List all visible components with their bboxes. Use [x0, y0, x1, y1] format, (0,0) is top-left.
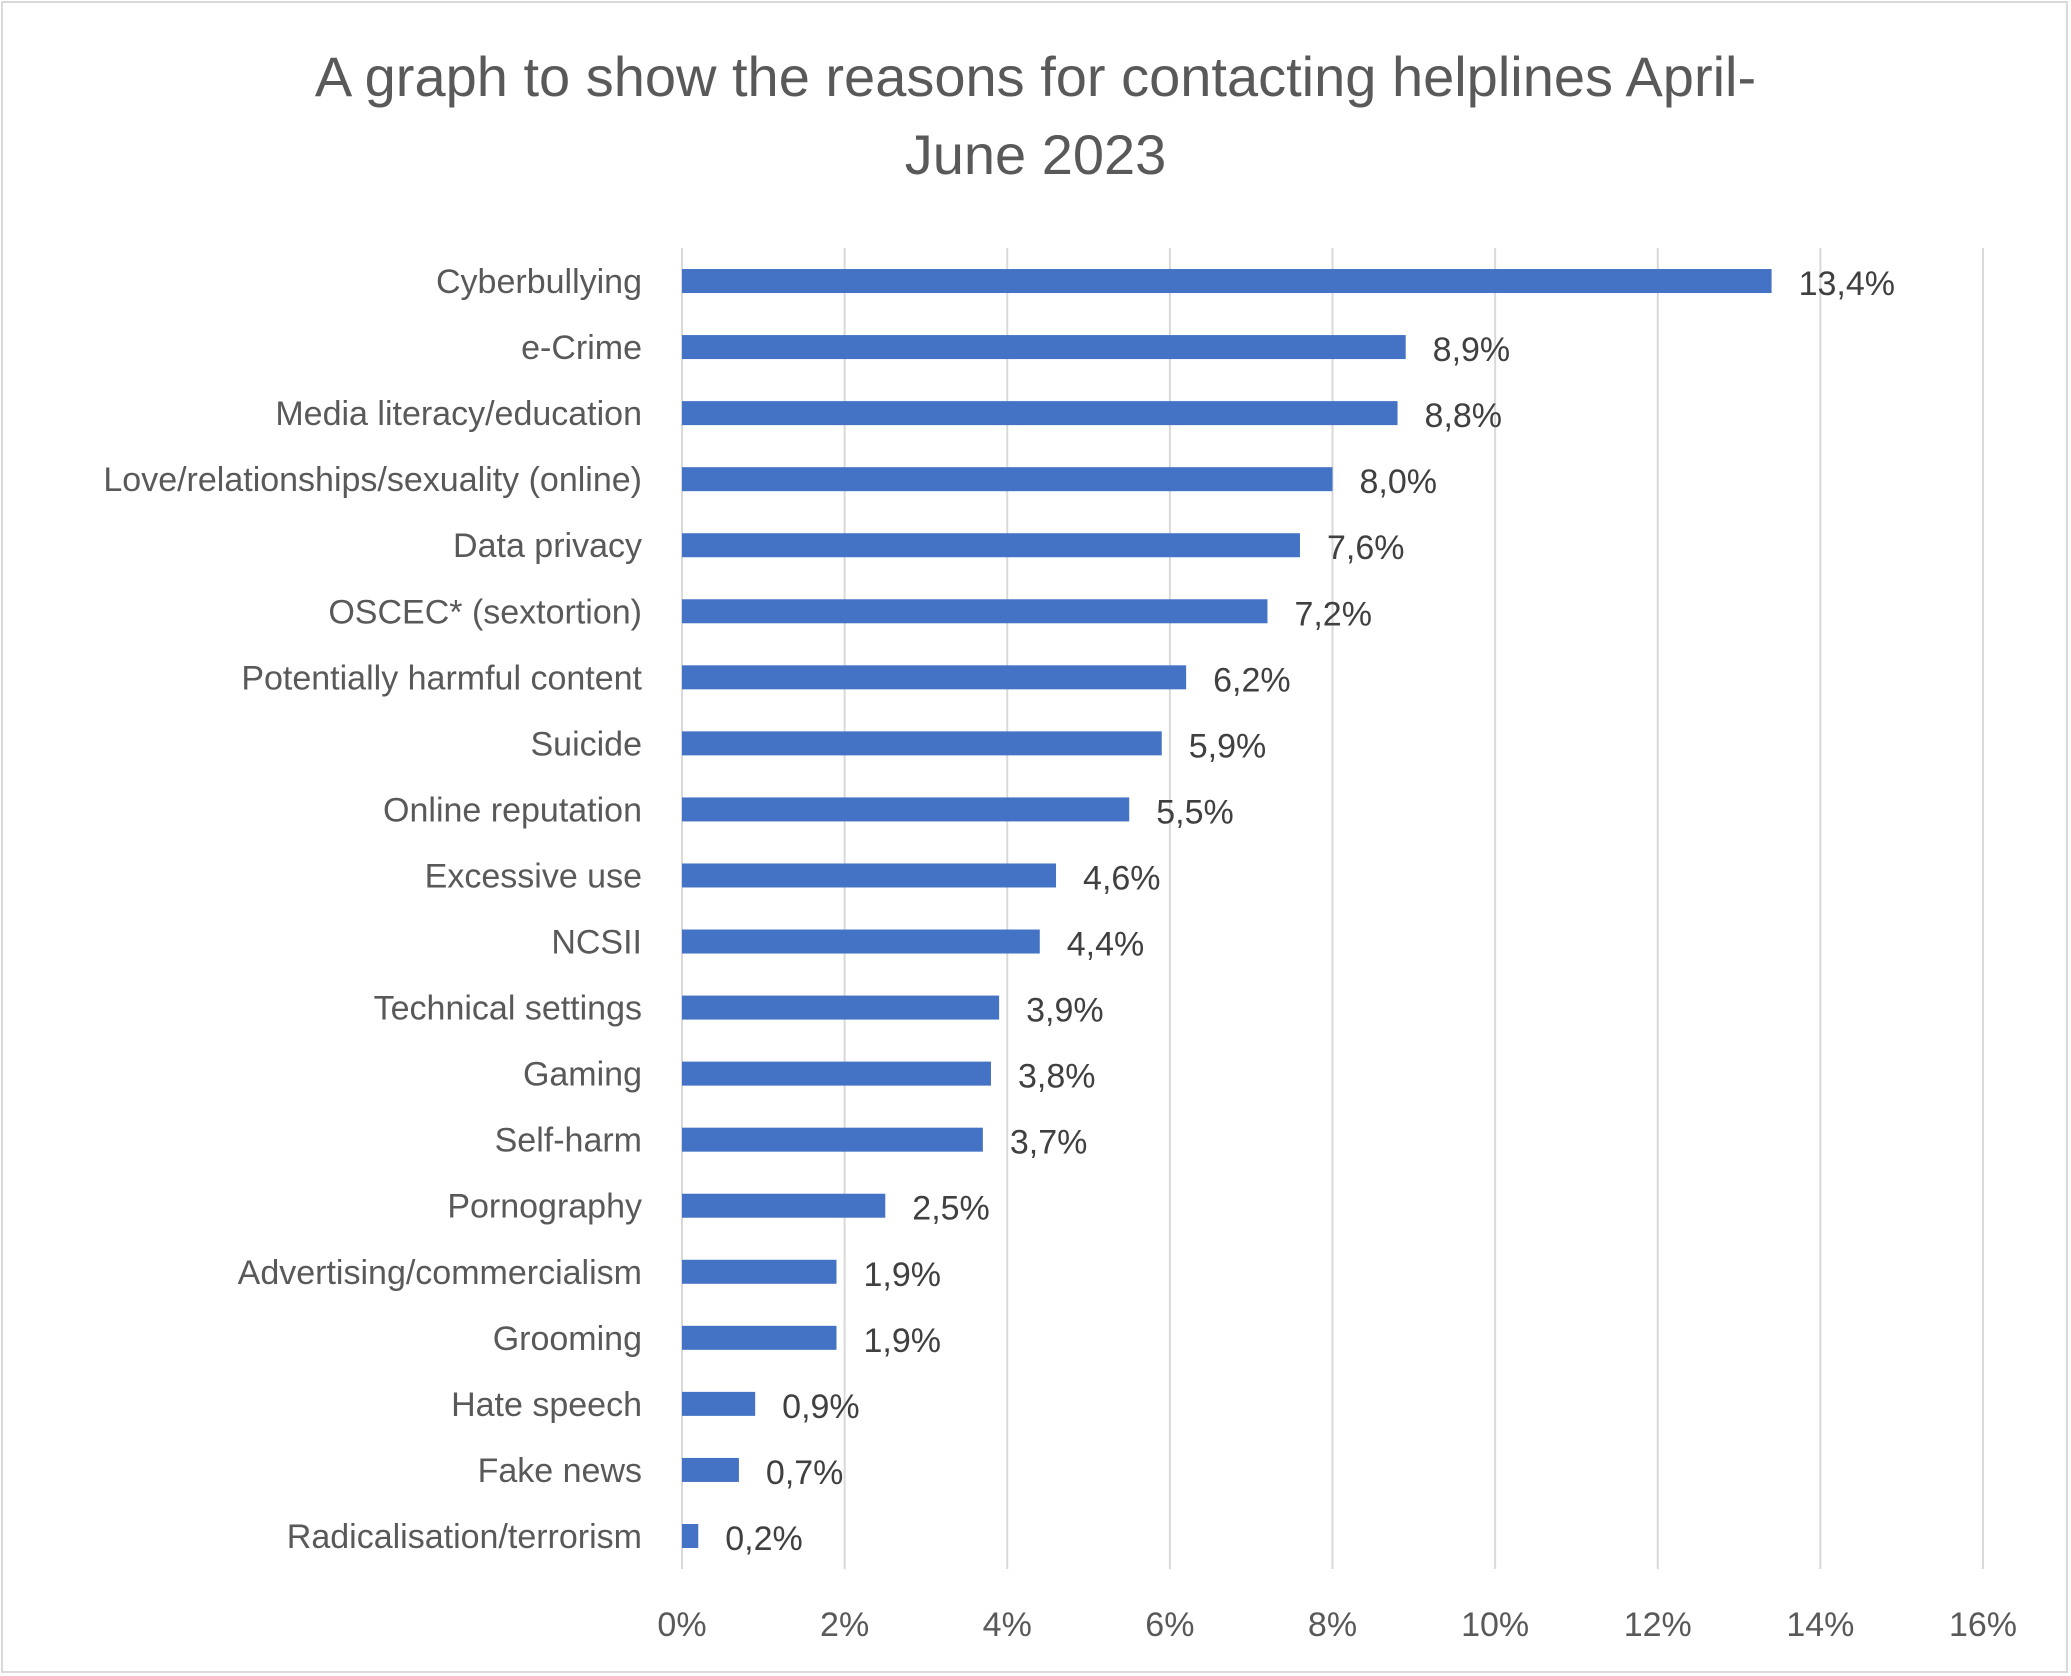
bar	[682, 533, 1300, 558]
chart-title-line-2: June 2023	[904, 123, 1167, 186]
value-label: 0,7%	[766, 1454, 844, 1492]
bar	[682, 401, 1398, 426]
x-tick-label: 16%	[1949, 1606, 2017, 1644]
category-label: Gaming	[523, 1056, 642, 1094]
value-label: 0,2%	[725, 1520, 803, 1558]
category-label: Pornography	[447, 1188, 642, 1226]
category-labels: Cyberbullying e-Crime Media literacy/educa…	[103, 263, 642, 1556]
category-label: NCSII	[551, 924, 642, 962]
bar	[682, 797, 1130, 822]
category-label: Self-harm	[495, 1122, 642, 1160]
chart-title: A graph to show the reasons for contacti…	[0, 38, 2071, 194]
bar	[682, 1325, 837, 1350]
value-label: 4,4%	[1067, 926, 1145, 964]
category-label: Grooming	[493, 1320, 642, 1358]
category-label: Cyberbullying	[436, 263, 642, 301]
bar	[682, 335, 1406, 360]
x-tick-label: 2%	[820, 1606, 869, 1644]
bar	[682, 995, 1000, 1020]
category-label: Data privacy	[453, 527, 642, 565]
bar	[682, 1457, 739, 1482]
bar	[682, 731, 1162, 756]
value-labels: 13,4% 8,9% 8,8% 8,0% 7,6% 7,2%6,2% 5,9% 5,5% 4,6…	[725, 265, 1895, 1558]
value-label: 2,5%	[912, 1190, 990, 1228]
bars	[682, 269, 1772, 1548]
value-label: 5,5%	[1156, 793, 1234, 831]
bar	[682, 1259, 837, 1284]
category-label: OSCEC* (sextortion)	[328, 593, 642, 631]
bar	[682, 1193, 886, 1218]
category-label: Fake news	[478, 1452, 642, 1490]
bar	[682, 1523, 699, 1548]
category-label: Advertising/commercialism	[238, 1254, 642, 1292]
bar	[682, 1061, 991, 1086]
bar	[682, 269, 1772, 294]
value-label: 7,6%	[1327, 529, 1405, 567]
bar	[682, 665, 1187, 690]
value-label: 3,7%	[1010, 1124, 1087, 1162]
category-label: Technical settings	[374, 990, 642, 1028]
category-label: Excessive use	[425, 857, 642, 895]
category-label: Suicide	[530, 725, 642, 763]
x-tick-label: 0%	[657, 1606, 706, 1644]
value-label: 3,8%	[1018, 1058, 1096, 1096]
value-label: 6,2%	[1213, 661, 1291, 699]
category-label: Radicalisation/terrorism	[287, 1518, 642, 1556]
value-label: 1,9%	[863, 1256, 941, 1294]
value-label: 5,9%	[1189, 727, 1267, 765]
bar	[682, 863, 1057, 888]
x-tick-label: 8%	[1308, 1606, 1357, 1644]
value-label: 1,9%	[863, 1322, 941, 1360]
gridlines	[681, 248, 1984, 1569]
value-label: 8,0%	[1360, 463, 1438, 501]
x-tick-label: 10%	[1461, 1606, 1529, 1644]
value-label: 7,2%	[1294, 595, 1372, 633]
bar	[682, 1127, 983, 1152]
category-label: Media literacy/education	[275, 395, 642, 433]
category-label: Potentially harmful content	[241, 659, 642, 697]
category-label: Love/relationships/sexuality (online)	[103, 461, 642, 499]
bar	[682, 1391, 756, 1416]
x-tick-label: 4%	[983, 1606, 1032, 1644]
value-label: 4,6%	[1083, 859, 1161, 897]
chart-title-line-1: A graph to show the reasons for contacti…	[314, 45, 1757, 108]
bar	[682, 599, 1268, 624]
value-label: 3,9%	[1026, 992, 1104, 1030]
value-label: 13,4%	[1799, 265, 1895, 303]
category-label: Online reputation	[383, 791, 642, 829]
value-label: 0,9%	[782, 1388, 860, 1426]
x-tick-label: 14%	[1786, 1606, 1854, 1644]
value-label: 8,8%	[1425, 397, 1503, 435]
value-label: 8,9%	[1433, 331, 1511, 369]
x-tick-label: 6%	[1145, 1606, 1194, 1644]
x-axis-tick-labels: 0% 2% 4% 6% 8% 10% 12% 14% 16%	[657, 1606, 2017, 1644]
x-tick-label: 12%	[1624, 1606, 1692, 1644]
category-label: Hate speech	[451, 1386, 642, 1424]
bar	[682, 467, 1333, 492]
category-label: e-Crime	[521, 329, 642, 367]
bar	[682, 929, 1040, 954]
